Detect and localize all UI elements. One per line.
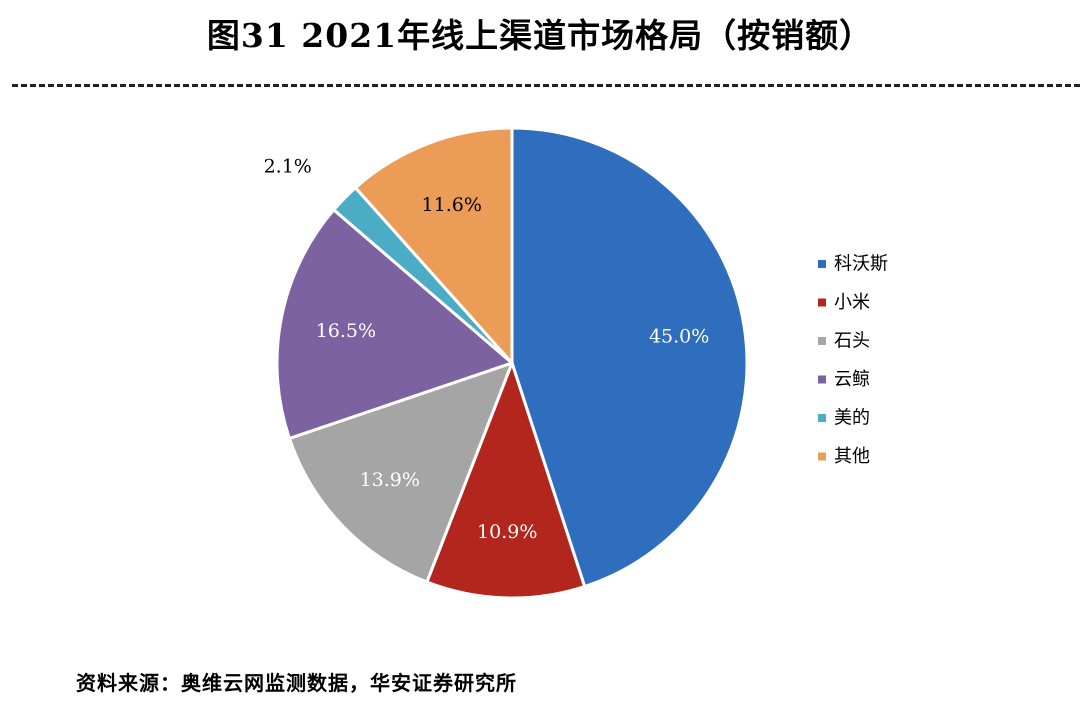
legend-swatch <box>818 375 826 384</box>
slice-value-label: 11.6% <box>422 194 482 216</box>
slice-value-label: 16.5% <box>316 320 376 342</box>
legend-swatch <box>818 337 826 345</box>
slice-value-label: 13.9% <box>360 469 420 491</box>
legend-swatch <box>818 260 826 268</box>
pie-slices <box>275 126 749 600</box>
slice-value-label: 10.9% <box>477 521 537 543</box>
legend-swatch <box>818 414 826 422</box>
legend-label: 美的 <box>834 408 870 429</box>
legend-label: 其他 <box>834 446 870 467</box>
pie-slice-6 <box>353 126 514 365</box>
pie-slice-3 <box>287 361 514 584</box>
title-divider <box>12 84 1080 87</box>
pie-slice-labels: 45.0% 10.9% 13.9% 16.5% 2.1% 11.6% <box>264 155 710 543</box>
pie-slice-4 <box>275 208 514 440</box>
legend-label: 云鲸 <box>834 369 870 390</box>
chart-title: 图31 2021年线上渠道市场格局（按销额） <box>206 16 874 55</box>
source-note: 资料来源：奥维云网监测数据，华安证券研究所 <box>76 671 517 695</box>
legend-label: 科沃斯 <box>834 254 888 275</box>
slice-value-label: 2.1% <box>264 155 312 177</box>
legend-swatch <box>818 298 826 307</box>
pie-slice-2 <box>425 361 587 600</box>
legend-label: 石头 <box>834 331 870 352</box>
pie-slice-1 <box>510 126 749 588</box>
legend-swatch <box>818 452 826 461</box>
slice-value-label: 45.0% <box>649 326 709 348</box>
legend-label: 小米 <box>834 292 870 313</box>
